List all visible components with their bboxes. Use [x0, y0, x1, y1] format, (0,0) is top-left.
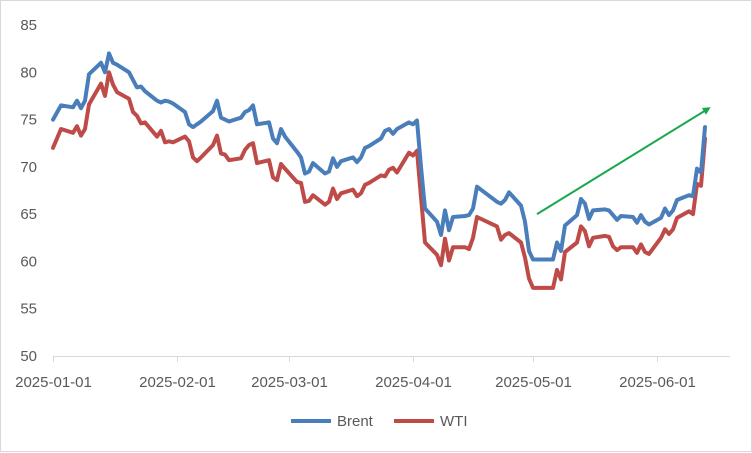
y-tick-label: 80 [20, 64, 37, 81]
series-layer [51, 51, 707, 290]
y-tick-label: 55 [20, 301, 37, 318]
x-tick-label: 2025-06-01 [619, 374, 696, 391]
y-tick-label: 50 [20, 348, 37, 365]
annotation-layer [536, 107, 711, 215]
x-tick-label: 2025-03-01 [251, 374, 328, 391]
x-axis-ticks: 2025-01-01 2025-02-01 2025-03-01 2025-04-01… [15, 356, 696, 391]
legend-label-wti: WTI [440, 413, 468, 430]
x-tick-label: 2025-02-01 [139, 374, 216, 391]
x-tick-label: 2025-05-01 [495, 374, 572, 391]
y-tick-label: 60 [20, 253, 37, 270]
y-tick-label: 70 [20, 159, 37, 176]
x-tick-label: 2025-04-01 [375, 374, 452, 391]
y-axis-tick-labels: 50 55 60 65 70 75 80 85 [20, 17, 37, 365]
x-tick-label: 2025-01-01 [15, 374, 92, 391]
y-tick-label: 65 [20, 206, 37, 223]
legend: Brent WTI [291, 413, 468, 430]
series-line-wti [51, 70, 707, 290]
y-tick-label: 75 [20, 112, 37, 129]
series-line-brent [51, 51, 707, 262]
trend-arrow [536, 107, 711, 215]
y-tick-label: 85 [20, 17, 37, 34]
legend-label-brent: Brent [337, 413, 374, 430]
